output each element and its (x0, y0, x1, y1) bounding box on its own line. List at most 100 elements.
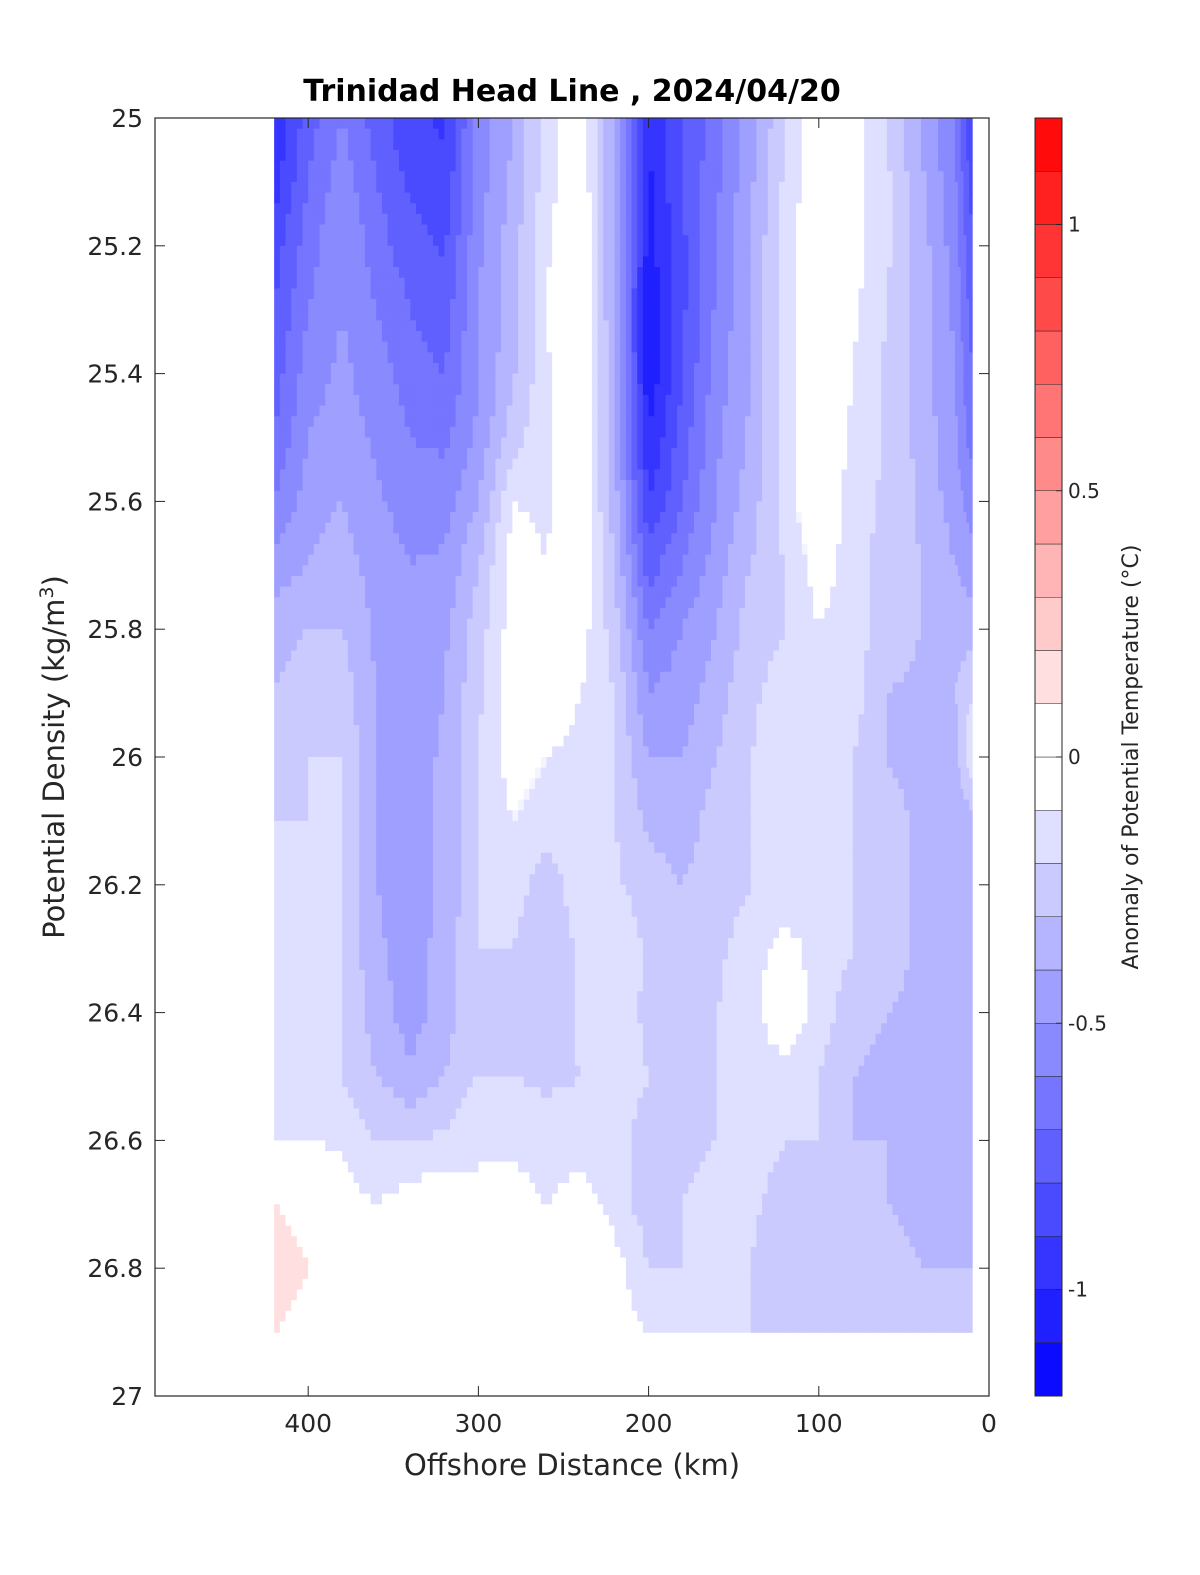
contour-cell (858, 149, 865, 162)
contour-cell (404, 437, 411, 449)
contour-cell (705, 437, 712, 449)
contour-cell (864, 256, 871, 268)
contour-cell (699, 533, 707, 545)
contour-cell (444, 331, 451, 343)
contour-cell (699, 181, 707, 194)
contour-cell (489, 394, 497, 407)
contour-cell (347, 458, 355, 471)
contour-cell (421, 160, 429, 172)
contour-cell (285, 490, 292, 503)
contour-cell (495, 522, 502, 535)
contour-cell (569, 192, 576, 204)
contour-cell (847, 139, 854, 151)
contour-cell (966, 405, 970, 417)
contour-cell (676, 501, 684, 513)
contour-cell (779, 267, 786, 279)
contour-cell (467, 373, 474, 385)
contour-cell (336, 352, 343, 364)
contour-cell (319, 469, 326, 481)
contour-cell (546, 544, 553, 556)
contour-cell (574, 416, 582, 428)
contour-cell (824, 469, 831, 481)
contour-cell (381, 256, 389, 268)
contour-cell (506, 512, 514, 524)
contour-cell (784, 139, 792, 151)
contour-cell (932, 149, 939, 162)
contour-cell (637, 448, 644, 460)
contour-cell (654, 320, 661, 332)
contour-cell (711, 352, 718, 364)
contour-cell (291, 160, 298, 172)
contour-cell (552, 256, 559, 268)
contour-cell (381, 373, 389, 385)
contour-cell (512, 160, 519, 172)
contour-cell (957, 480, 962, 492)
contour-cell (937, 394, 945, 407)
contour-cell (370, 362, 377, 375)
contour-cell (495, 394, 502, 407)
contour-cell (835, 362, 843, 375)
contour-cell (835, 469, 843, 481)
contour-cell (920, 352, 928, 364)
contour-cell (716, 426, 724, 439)
contour-cell (540, 373, 548, 385)
contour-cell (518, 458, 525, 471)
contour-cell (881, 160, 888, 172)
contour-cell (274, 362, 281, 375)
contour-cell (535, 384, 542, 396)
contour-cell (676, 469, 684, 481)
contour-cell (370, 235, 377, 247)
contour-cell (591, 501, 599, 513)
contour-cell (398, 299, 406, 311)
contour-cell (427, 352, 434, 364)
contour-cell (969, 128, 973, 140)
contour-cell (478, 341, 485, 353)
contour-cell (591, 203, 599, 215)
contour-cell (608, 192, 616, 204)
contour-cell (461, 245, 468, 258)
contour-cell (438, 128, 446, 140)
contour-cell (963, 256, 968, 268)
contour-cell (937, 320, 945, 332)
contour-cell (835, 448, 843, 460)
contour-cell (932, 362, 939, 375)
contour-cell (597, 128, 604, 140)
contour-cell (915, 384, 922, 396)
contour-cell (716, 139, 724, 151)
contour-cell (285, 341, 292, 353)
contour-cell (274, 480, 281, 492)
contour-cell (665, 480, 672, 492)
contour-cell (915, 362, 922, 375)
contour-cell (330, 139, 338, 151)
contour-cell (398, 362, 406, 375)
contour-cell (535, 362, 542, 375)
contour-cell (529, 299, 536, 311)
contour-cell (932, 309, 939, 322)
contour-cell (563, 533, 570, 545)
contour-cell (580, 554, 587, 566)
contour-cell (716, 224, 724, 236)
contour-cell (529, 203, 536, 215)
contour-cell (421, 533, 429, 545)
contour-cell (557, 192, 565, 204)
contour-cell (784, 118, 792, 130)
contour-cell (569, 213, 576, 226)
contour-cell (444, 533, 451, 545)
contour-cell (518, 309, 525, 322)
contour-cell (864, 331, 871, 343)
contour-cell (313, 277, 321, 290)
contour-cell (807, 469, 814, 481)
contour-cell (869, 181, 877, 194)
contour-cell (342, 341, 349, 353)
contour-cell (969, 458, 973, 471)
contour-cell (529, 288, 536, 300)
contour-cell (869, 256, 877, 268)
contour-cell (892, 416, 899, 428)
contour-cell (518, 501, 525, 513)
contour-cell (762, 160, 769, 172)
contour-cell (325, 512, 332, 524)
contour-cell (614, 118, 621, 130)
contour-cell (841, 235, 848, 247)
contour-cell (398, 224, 406, 236)
contour-cell (393, 512, 400, 524)
